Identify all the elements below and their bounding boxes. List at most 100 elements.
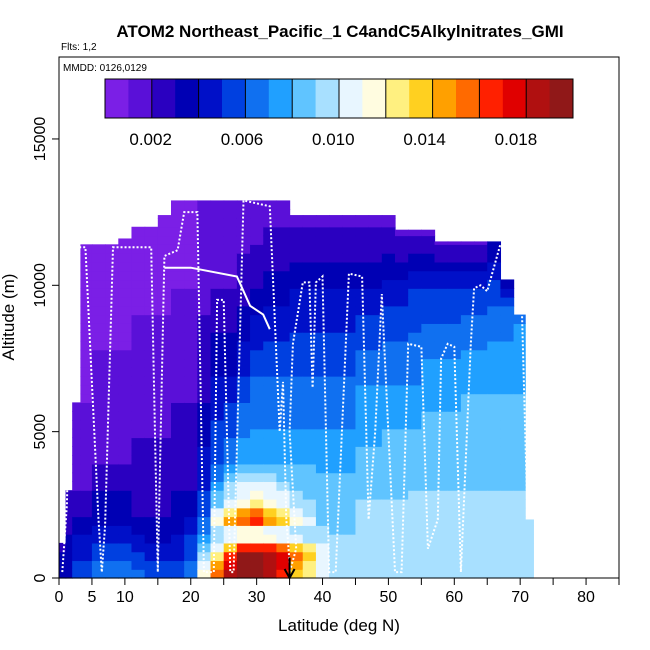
- heatmap-cell: [447, 498, 462, 509]
- heatmap-cell: [236, 376, 251, 386]
- heatmap-cell: [289, 358, 304, 368]
- heatmap-cell: [250, 261, 264, 272]
- heatmap-cell: [171, 498, 185, 509]
- heatmap-cell: [131, 498, 146, 509]
- heatmap-cell: [315, 437, 330, 447]
- heatmap-cell: [408, 569, 422, 579]
- colorbar-swatch: [409, 79, 434, 118]
- heatmap-cell: [184, 376, 198, 386]
- heatmap-cell: [197, 507, 212, 518]
- heatmap-cell: [197, 358, 212, 368]
- heatmap-cell: [395, 229, 409, 237]
- heatmap-cell: [302, 472, 317, 483]
- heatmap-cell: [157, 279, 172, 289]
- heatmap-cell: [434, 463, 449, 474]
- heatmap-cell: [474, 498, 488, 509]
- heatmap-cell: [250, 340, 264, 351]
- heatmap-cell: [381, 376, 396, 386]
- heatmap-cell: [513, 481, 526, 491]
- heatmap-cell: [474, 261, 488, 272]
- heatmap-cell: [118, 305, 133, 316]
- heatmap-cell: [118, 428, 133, 439]
- heatmap-cell: [329, 472, 343, 483]
- heatmap-cell: [171, 217, 185, 228]
- heatmap-cell: [65, 534, 73, 544]
- heatmap-cell: [289, 463, 304, 474]
- heatmap-cell: [474, 428, 488, 439]
- heatmap-cell: [171, 261, 185, 272]
- heatmap-cell: [289, 215, 304, 219]
- heatmap-cell: [250, 507, 264, 518]
- heatmap-cell: [368, 215, 383, 219]
- heatmap-cell: [355, 358, 370, 368]
- heatmap-cell: [144, 314, 159, 324]
- heatmap-cell: [460, 297, 475, 307]
- x-axis-label: Latitude (deg N): [278, 616, 400, 635]
- heatmap-cell: [131, 481, 146, 491]
- heatmap-cell: [434, 305, 449, 316]
- heatmap-cell: [105, 525, 119, 535]
- heatmap-cell: [434, 525, 449, 535]
- heatmap-cell: [342, 507, 357, 518]
- heatmap-cell: [171, 244, 185, 254]
- heatmap-cell: [80, 542, 93, 553]
- heatmap-cell: [80, 569, 93, 579]
- heatmap-cell: [302, 226, 317, 237]
- heatmap-cell: [118, 472, 133, 483]
- heatmap-cell: [72, 472, 82, 483]
- heatmap-cell: [118, 323, 133, 333]
- heatmap-cell: [395, 446, 409, 456]
- heatmap-cell: [131, 411, 146, 421]
- heatmap-cell: [157, 551, 172, 562]
- heatmap-cell: [355, 507, 370, 518]
- heatmap-cell: [474, 367, 488, 377]
- colorbar-swatch: [362, 79, 387, 118]
- heatmap-cell: [118, 238, 133, 245]
- heatmap-cell: [223, 367, 238, 377]
- heatmap-cell: [250, 253, 264, 263]
- heatmap-cell: [355, 525, 370, 535]
- heatmap-cell: [263, 569, 278, 579]
- heatmap-cell: [250, 288, 264, 298]
- heatmap-cell: [368, 279, 383, 289]
- heatmap-cell: [513, 419, 526, 430]
- heatmap-cell: [381, 560, 396, 570]
- heatmap-cell: [421, 446, 436, 456]
- heatmap-cell: [381, 261, 396, 272]
- heatmap-cell: [513, 323, 526, 333]
- heatmap-cell: [315, 215, 330, 219]
- heatmap-cell: [223, 569, 238, 579]
- heatmap-cell: [236, 419, 251, 430]
- heatmap-cell: [315, 507, 330, 518]
- heatmap-cell: [157, 481, 172, 491]
- heatmap-cell: [395, 235, 409, 245]
- heatmap-cell: [131, 472, 146, 483]
- heatmap-cell: [171, 384, 185, 395]
- heatmap-cell: [223, 463, 238, 474]
- heatmap-cell: [381, 253, 396, 263]
- heatmap-cell: [276, 534, 291, 544]
- heatmap-cell: [342, 288, 357, 298]
- heatmap-cell: [487, 279, 502, 289]
- heatmap-cell: [460, 332, 475, 342]
- heatmap-cell: [131, 261, 146, 272]
- heatmap-cell: [381, 349, 396, 360]
- heatmap-cell: [447, 305, 462, 316]
- heatmap-cell: [250, 560, 264, 570]
- heatmap-cell: [131, 393, 146, 403]
- heatmap-cell: [144, 551, 159, 562]
- heatmap-cell: [395, 253, 409, 263]
- heatmap-cell: [342, 323, 357, 333]
- heatmap-cell: [368, 472, 383, 483]
- x-tick-label: 30: [248, 589, 266, 606]
- heatmap-cell: [197, 428, 212, 439]
- heatmap-cell: [434, 241, 449, 245]
- heatmap-cell: [395, 542, 409, 553]
- heatmap-cell: [487, 376, 502, 386]
- heatmap-cell: [408, 525, 422, 535]
- heatmap-cell: [250, 402, 264, 412]
- heatmap-cell: [236, 560, 251, 570]
- heatmap-cell: [408, 507, 422, 518]
- heatmap-cell: [368, 314, 383, 324]
- heatmap-cell: [184, 384, 198, 395]
